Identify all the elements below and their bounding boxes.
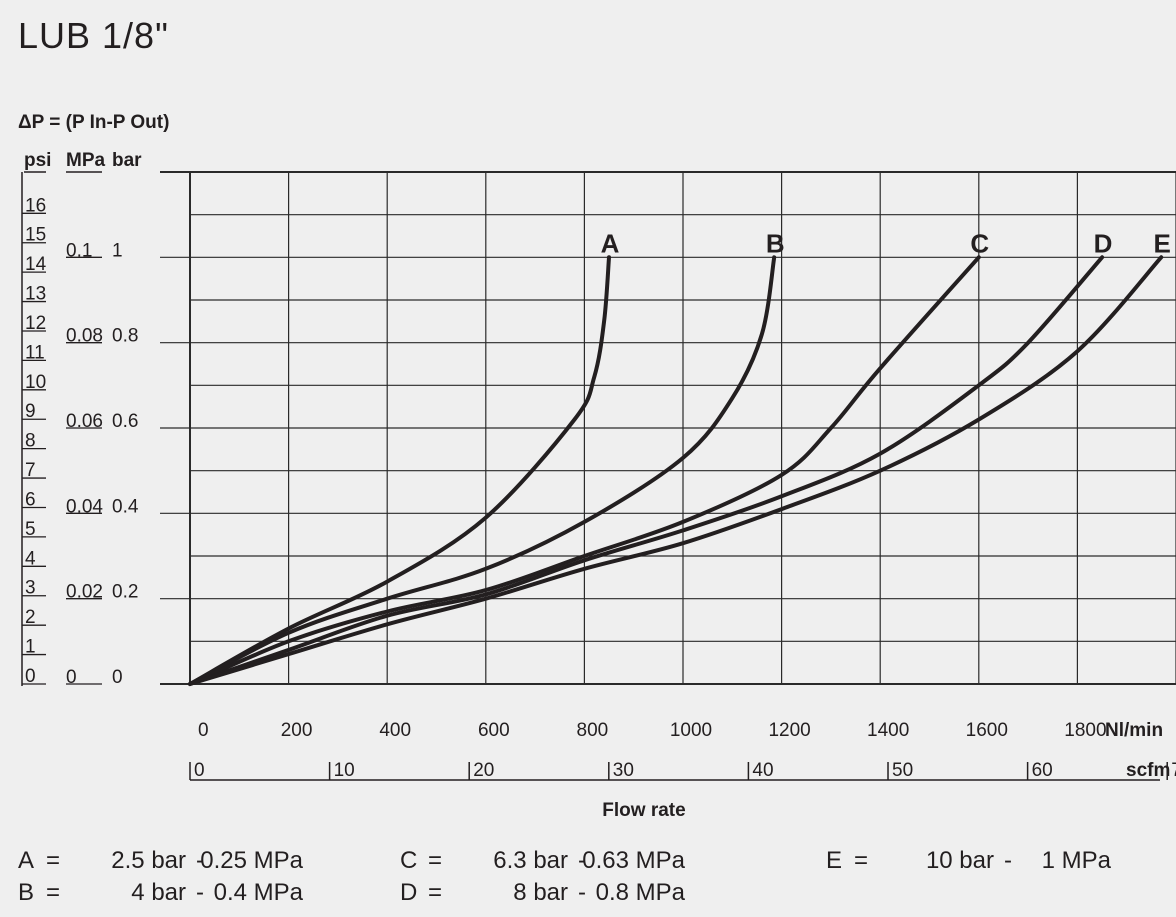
legend-equals: = [46, 847, 60, 874]
legend-key: D [400, 879, 417, 906]
x-tick-scfm: 20 [473, 760, 494, 781]
x-tick-nlmin: 1800 [1064, 720, 1106, 741]
y-tick-psi: 8 [25, 431, 36, 452]
x-tick-scfm: 30 [613, 760, 634, 781]
legend-equals: = [428, 847, 442, 874]
x-tick-scfm: 0 [194, 760, 205, 781]
x-tick-scfm: 70 [1171, 760, 1176, 781]
x-tick-nlmin: 200 [281, 720, 313, 741]
legend-equals: = [46, 879, 60, 906]
x-axis-label: Flow rate [602, 800, 685, 821]
y-tick-bar: 0.4 [112, 496, 139, 517]
y-tick-psi: 13 [25, 284, 46, 305]
y-tick-psi: 9 [25, 401, 36, 422]
curve-label-a: A [601, 228, 620, 258]
y-tick-psi: 3 [25, 578, 36, 599]
y-tick-bar: 0.8 [112, 326, 138, 347]
y-tick-psi: 5 [25, 519, 36, 540]
legend-bar-value: 2.5 bar [111, 847, 186, 874]
y-tick-psi: 14 [25, 254, 47, 275]
x-tick-nlmin: 800 [577, 720, 609, 741]
y-tick-mpa: 0.1 [66, 240, 92, 261]
x-tick-nlmin: 1200 [768, 720, 810, 741]
curve-label-c: C [970, 228, 989, 258]
y-tick-mpa: 0 [66, 667, 77, 688]
y-tick-bar: 1 [112, 240, 123, 261]
plot-grid [160, 171, 1176, 685]
legend-dash: - [1004, 847, 1012, 874]
y-tick-psi: 4 [25, 548, 36, 569]
y-tick-bar: 0.2 [112, 582, 138, 603]
legend-dash: - [578, 879, 586, 906]
legend-key: C [400, 847, 417, 874]
legend-bar-value: 4 bar [131, 879, 186, 906]
y-unit-psi: psi [24, 150, 51, 171]
y-axis-ticks: 00.20.40.60.8100.020.040.060.080.1012345… [22, 195, 139, 688]
y-tick-mpa: 0.06 [66, 411, 103, 432]
legend-mpa-value: 0.4 MPa [214, 879, 304, 906]
y-tick-psi: 12 [25, 313, 46, 334]
legend-dash: - [578, 847, 586, 874]
x-unit-nlmin: Nl/min [1105, 720, 1163, 741]
legend-dash: - [196, 879, 204, 906]
curve-label-e: E [1154, 228, 1171, 258]
x-tick-scfm: 40 [752, 760, 773, 781]
legend-mpa-value: 0.8 MPa [596, 879, 686, 906]
y-axis-label: ΔP = (P In-P Out) [18, 112, 169, 133]
x-tick-nlmin: 1400 [867, 720, 909, 741]
legend-dash: - [196, 847, 204, 874]
legend-key: E [826, 847, 842, 874]
y-tick-psi: 2 [25, 607, 36, 628]
y-tick-psi: 15 [25, 225, 46, 246]
y-tick-psi: 6 [25, 489, 36, 510]
legend-equals: = [854, 847, 868, 874]
x-tick-scfm: 10 [334, 760, 355, 781]
y-tick-psi: 10 [25, 372, 46, 393]
curve-series: A B C D E [188, 228, 1171, 686]
chart-title: LUB 1/8" [18, 15, 169, 56]
x-unit-scfm: scfm [1126, 760, 1170, 781]
x-tick-nlmin: 400 [379, 720, 411, 741]
y-tick-bar: 0 [112, 667, 123, 688]
y-tick-psi: 16 [25, 195, 46, 216]
legend-bar-value: 10 bar [926, 847, 994, 874]
y-tick-psi: 1 [25, 637, 36, 658]
y-unit-bar: bar [112, 150, 142, 171]
y-tick-psi: 7 [25, 460, 36, 481]
curve-d [188, 255, 1105, 686]
legend-equals: = [428, 879, 442, 906]
legend-mpa-value: 0.25 MPa [200, 847, 303, 874]
x-tick-nlmin: 600 [478, 720, 510, 741]
y-tick-mpa: 0.02 [66, 582, 103, 603]
y-tick-psi: 11 [25, 342, 45, 363]
curve-e [188, 255, 1164, 686]
x-tick-scfm: 50 [892, 760, 913, 781]
legend-bar-value: 6.3 bar [493, 847, 568, 874]
curve-b [188, 255, 777, 686]
legend-mpa-value: 1 MPa [1042, 847, 1112, 874]
curve-label-b: B [766, 228, 785, 258]
legend-mpa-value: 0.63 MPa [582, 847, 685, 874]
curve-label-d: D [1094, 228, 1113, 258]
x-tick-scfm: 60 [1032, 760, 1053, 781]
y-tick-bar: 0.6 [112, 411, 138, 432]
legend-bar-value: 8 bar [513, 879, 568, 906]
legend-key: B [18, 879, 34, 906]
y-tick-mpa: 0.08 [66, 326, 103, 347]
y-tick-mpa: 0.04 [66, 496, 103, 517]
curve-a [188, 255, 611, 686]
legend-key: A [18, 847, 34, 874]
curve-c [188, 255, 981, 686]
y-tick-psi: 0 [25, 666, 36, 687]
y-unit-mpa: MPa [66, 150, 106, 171]
x-tick-nlmin: 0 [198, 720, 209, 741]
x-tick-nlmin: 1600 [966, 720, 1008, 741]
x-tick-nlmin: 1000 [670, 720, 712, 741]
